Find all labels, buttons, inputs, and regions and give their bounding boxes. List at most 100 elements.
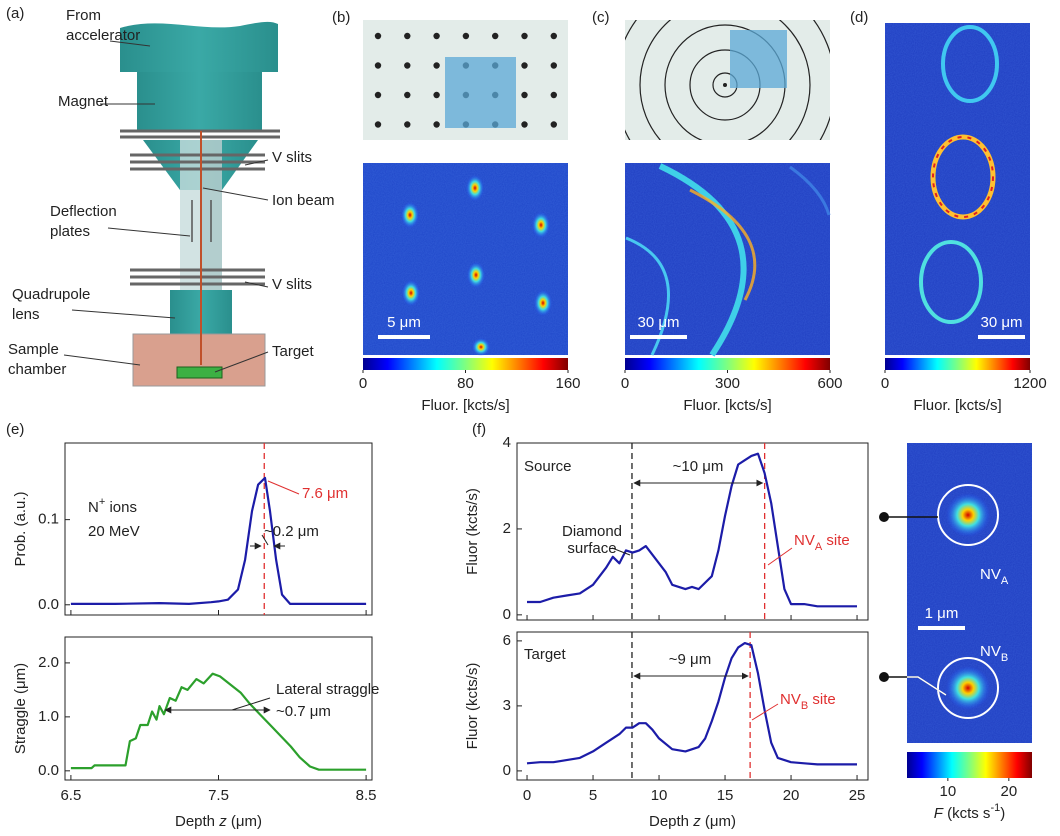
x-tick-label: 15 (717, 787, 734, 804)
dot (463, 33, 469, 39)
dot (404, 121, 410, 127)
colorbar-tick-label: 1200 (1013, 375, 1046, 392)
annotation: Source (524, 458, 572, 475)
text-run: NV (794, 532, 815, 549)
x-tick-label: 25 (849, 787, 866, 804)
text-run: site (808, 691, 836, 708)
text-run: NV (780, 691, 801, 708)
colorbar-tick-label: 20 (1000, 783, 1017, 800)
diagram-label: Ion beam (272, 192, 335, 209)
text-line: plates (50, 223, 90, 240)
spot (532, 212, 550, 238)
dot (521, 62, 527, 68)
panel-label: (f) (472, 421, 486, 438)
panel-f-image (879, 443, 1032, 743)
dot (375, 92, 381, 98)
text-run: ions (105, 499, 137, 516)
y-tick-label: 4 (503, 434, 511, 451)
y-tick-label: 1.0 (38, 708, 59, 725)
annotation: ~10 μm (673, 458, 724, 475)
y-tick-label: 0.0 (38, 596, 59, 613)
annotation: 20 MeV (88, 523, 140, 540)
x-axis-label: Depth z (μm) (175, 813, 262, 830)
schematic-bg (625, 20, 830, 140)
dot (551, 92, 557, 98)
text-line: From (66, 7, 101, 24)
y-tick-label: 0.0 (38, 762, 59, 779)
spot (534, 290, 552, 316)
magnet-top (120, 45, 278, 72)
panel-label: (a) (6, 5, 24, 22)
spot (946, 666, 990, 710)
text-run: NV (980, 643, 1001, 660)
colorbar-tick-label: 600 (817, 375, 842, 392)
y-tick-label: 6 (503, 632, 511, 649)
y-axis-label: Fluor (kcts/s) (464, 488, 481, 575)
magnet (137, 72, 262, 130)
text-run: site (822, 532, 850, 549)
y-tick-label: 2 (503, 520, 511, 537)
x-tick-label: 0 (523, 787, 531, 804)
text-run: Depth (175, 813, 219, 830)
panel-label: (e) (6, 421, 24, 438)
dot (404, 33, 410, 39)
diagram-label: V slits (272, 149, 312, 166)
accelerator-pipe (120, 22, 278, 45)
text-run: NV (980, 566, 1001, 583)
y-tick-label: 3 (503, 697, 511, 714)
text-line: Sample (8, 341, 59, 358)
dot (433, 62, 439, 68)
text-run: B (1001, 652, 1008, 664)
text-run: -1 (990, 802, 1000, 814)
scale-bar-label: 5 μm (387, 314, 421, 331)
annotation: Diamond (562, 523, 622, 540)
colorbar-label: F (kcts s-1) (934, 802, 1005, 822)
scale-bar-label: 30 μm (638, 314, 680, 331)
y-tick-label: 2.0 (38, 654, 59, 671)
center-dot (723, 83, 727, 87)
x-tick-label: 20 (783, 787, 800, 804)
y-tick-label: 0.1 (38, 511, 59, 528)
text-line: lens (12, 306, 40, 323)
annotation: N+ ions (88, 496, 137, 516)
colorbar-tick-label: 160 (555, 375, 580, 392)
annotation: NVA site (794, 532, 850, 553)
dot (433, 92, 439, 98)
dot (521, 121, 527, 127)
leader (64, 355, 140, 365)
annotation: ~0.7 μm (276, 703, 331, 720)
panel-c (615, 0, 835, 355)
panel-label: (b) (332, 9, 350, 26)
colorbar-tick-label: 0 (881, 375, 889, 392)
annotation: 7.6 μm (302, 485, 348, 502)
x-axis-label: Depth z (μm) (649, 813, 736, 830)
panel-label: (c) (592, 9, 610, 26)
spot (401, 202, 419, 228)
x-tick-label: 6.5 (60, 787, 81, 804)
dot (375, 33, 381, 39)
scale-bar-label: 30 μm (981, 314, 1023, 331)
dot (551, 121, 557, 127)
text-run: (μm) (701, 813, 736, 830)
text-run: ) (1000, 805, 1005, 822)
leader (232, 698, 270, 710)
spot (466, 175, 484, 201)
dot (404, 62, 410, 68)
dot (492, 33, 498, 39)
x-tick-label: 7.5 (208, 787, 229, 804)
y-axis-label: Prob. (a.u.) (12, 491, 29, 566)
text-run: Depth (649, 813, 693, 830)
text-line: chamber (8, 361, 66, 378)
dot (521, 33, 527, 39)
annotation: Target (524, 646, 567, 663)
x-tick-label: 5 (589, 787, 597, 804)
colorbar (625, 358, 830, 370)
panel-d (885, 23, 1030, 355)
y-axis-label: Fluor (kcts/s) (464, 663, 481, 750)
text-run: (μm) (227, 813, 262, 830)
image-noise (885, 23, 1030, 355)
colorbar-tick-label: 10 (940, 783, 957, 800)
